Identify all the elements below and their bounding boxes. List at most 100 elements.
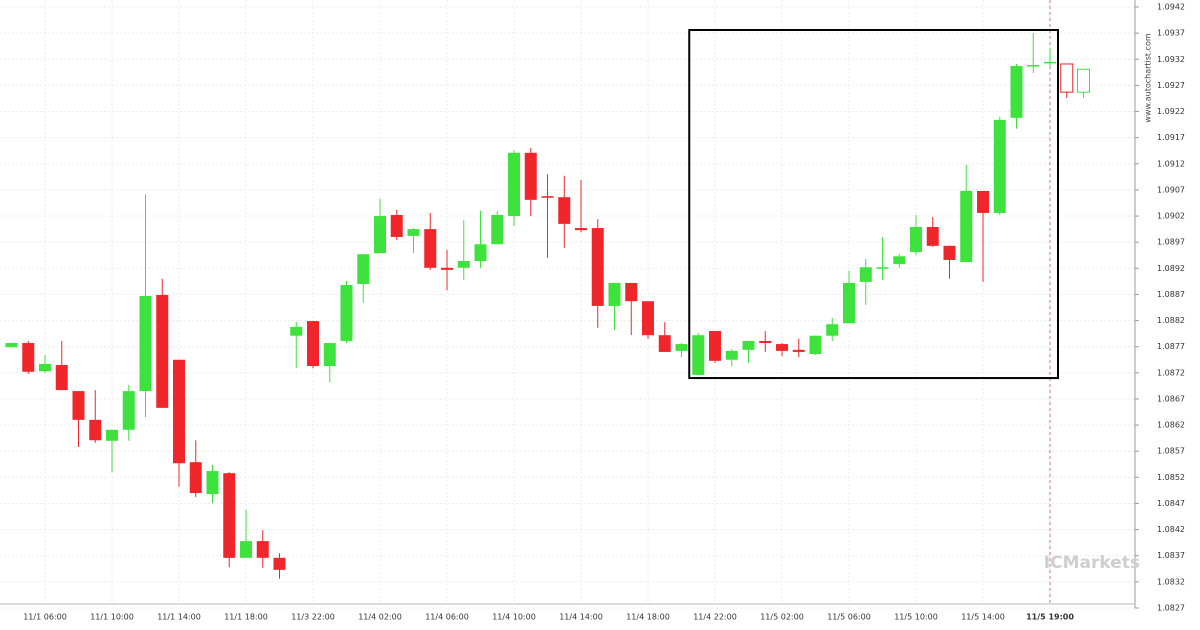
y-tick-label: 1.0852 bbox=[1157, 473, 1185, 482]
watermark: www.autochartist.com bbox=[1144, 33, 1153, 123]
x-tick-label: 11/1 14:00 bbox=[157, 613, 201, 622]
y-tick-label: 1.0847 bbox=[1157, 499, 1185, 508]
y-tick-label: 1.0887 bbox=[1157, 290, 1185, 299]
candle-body bbox=[541, 196, 554, 198]
candle-body bbox=[859, 267, 872, 282]
candle-body bbox=[39, 363, 51, 372]
y-tick-label: 1.0907 bbox=[1157, 185, 1185, 194]
candle-body bbox=[5, 343, 18, 348]
y-tick-label: 1.0902 bbox=[1157, 212, 1185, 221]
x-tick-label: 11/5 06:00 bbox=[827, 613, 871, 622]
candle-body bbox=[658, 335, 671, 352]
y-tick-label: 1.0837 bbox=[1157, 551, 1185, 560]
y-tick-label: 1.0912 bbox=[1157, 159, 1185, 168]
candle-body bbox=[993, 119, 1006, 213]
candle-body bbox=[776, 344, 788, 351]
candle-body bbox=[508, 152, 520, 217]
candle-body bbox=[357, 254, 370, 284]
candle-body bbox=[407, 229, 420, 236]
candle-body bbox=[524, 152, 537, 200]
y-tick-label: 1.0862 bbox=[1157, 421, 1185, 430]
candle-body bbox=[1060, 63, 1074, 93]
candle-body bbox=[457, 260, 470, 268]
candle-body bbox=[89, 419, 102, 441]
x-tick-label: 11/1 06:00 bbox=[23, 613, 67, 622]
y-tick-label: 1.0942 bbox=[1157, 3, 1185, 12]
candle-body bbox=[709, 331, 721, 361]
candle-body bbox=[256, 541, 269, 558]
candle-body bbox=[943, 245, 956, 260]
candle-body bbox=[809, 335, 822, 355]
y-tick-label: 1.0877 bbox=[1157, 342, 1185, 351]
candle-body bbox=[441, 267, 453, 270]
candle-body bbox=[1010, 66, 1023, 118]
candle-body bbox=[424, 229, 437, 268]
y-tick-label: 1.0922 bbox=[1157, 107, 1185, 116]
candle-body bbox=[876, 267, 889, 269]
candle-body bbox=[843, 282, 855, 324]
y-tick-label: 1.0917 bbox=[1157, 133, 1185, 142]
x-tick-label: 11/4 22:00 bbox=[693, 613, 737, 622]
candle-body bbox=[558, 197, 571, 224]
candle-body bbox=[1044, 61, 1056, 64]
y-tick-label: 1.0932 bbox=[1157, 55, 1185, 64]
x-tick-label: 11/1 18:00 bbox=[224, 613, 268, 622]
candle-body bbox=[374, 216, 386, 254]
candle-body bbox=[290, 326, 303, 336]
candle-body bbox=[575, 228, 587, 231]
candle-body bbox=[725, 350, 738, 360]
x-tick-label: 11/1 10:00 bbox=[90, 613, 134, 622]
candle-body bbox=[1077, 68, 1090, 93]
candle-body bbox=[977, 190, 989, 213]
x-tick-label: 11/3 22:00 bbox=[291, 613, 335, 622]
candle-body bbox=[792, 349, 805, 352]
y-tick-label: 1.0937 bbox=[1157, 29, 1185, 38]
x-tick-label: 11/4 10:00 bbox=[492, 613, 536, 622]
highlight-box bbox=[688, 28, 1059, 380]
candle-body bbox=[390, 214, 403, 237]
grid bbox=[0, 0, 1135, 609]
candle-body bbox=[608, 282, 621, 306]
y-tick-label: 1.0857 bbox=[1157, 447, 1185, 456]
brand-logo: ICMarkets bbox=[1044, 553, 1140, 573]
candle-body bbox=[223, 473, 236, 558]
candle-body bbox=[625, 282, 638, 302]
candle-body bbox=[240, 541, 252, 558]
candle-body bbox=[340, 285, 353, 341]
x-tick-label: 11/5 02:00 bbox=[760, 613, 804, 622]
candle-body bbox=[139, 296, 152, 392]
candle-body bbox=[926, 227, 939, 246]
x-tick-label: 11/4 06:00 bbox=[425, 613, 469, 622]
candle-body bbox=[759, 340, 772, 344]
x-tick-label: 11/5 19:00 bbox=[1026, 613, 1074, 622]
candle-body bbox=[591, 228, 604, 306]
x-tick-label: 11/4 14:00 bbox=[559, 613, 603, 622]
candle-body bbox=[675, 344, 688, 351]
candle-body bbox=[474, 244, 487, 261]
y-tick-label: 1.0867 bbox=[1157, 394, 1185, 403]
y-tick-label: 1.0892 bbox=[1157, 264, 1185, 273]
candle-body bbox=[826, 324, 839, 336]
x-tick-label: 11/4 02:00 bbox=[358, 613, 402, 622]
candle-body bbox=[642, 301, 654, 336]
candle-body bbox=[22, 343, 35, 372]
y-tick-label: 1.0832 bbox=[1157, 577, 1185, 586]
x-tick-label: 11/5 10:00 bbox=[894, 613, 938, 622]
candle-body bbox=[960, 190, 973, 263]
candle-body bbox=[189, 462, 202, 494]
candle-body bbox=[742, 340, 755, 350]
candle-body bbox=[893, 256, 906, 265]
y-tick-label: 1.0897 bbox=[1157, 238, 1185, 247]
y-tick-label: 1.0842 bbox=[1157, 525, 1185, 534]
candle-body bbox=[72, 391, 85, 420]
y-tick-label: 1.0827 bbox=[1157, 604, 1185, 613]
candle-body bbox=[910, 227, 922, 253]
candle-body bbox=[307, 321, 319, 367]
candle-body bbox=[122, 391, 135, 430]
candle-body bbox=[273, 557, 286, 570]
candle-body bbox=[106, 429, 118, 441]
candle-body bbox=[323, 343, 336, 367]
candle-body bbox=[692, 335, 705, 375]
